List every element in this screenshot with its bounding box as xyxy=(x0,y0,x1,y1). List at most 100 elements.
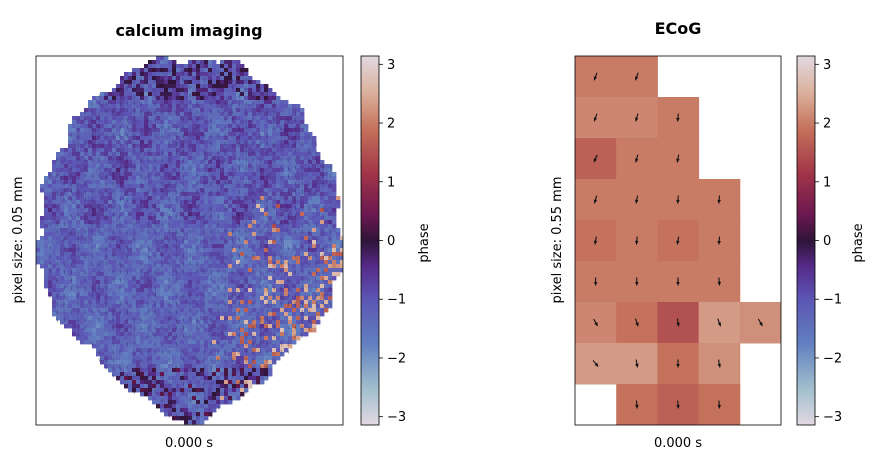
calcium-pixel xyxy=(248,92,253,97)
calcium-pixel xyxy=(96,344,101,349)
calcium-pixel xyxy=(100,304,105,309)
calcium-pixel xyxy=(300,176,305,181)
calcium-pixel xyxy=(308,184,313,189)
calcium-pixel xyxy=(204,260,209,265)
calcium-pixel xyxy=(164,296,169,301)
calcium-pixel xyxy=(236,180,241,185)
calcium-pixel xyxy=(276,236,281,241)
calcium-pixel xyxy=(128,172,133,177)
calcium-pixel xyxy=(272,180,277,185)
calcium-pixel xyxy=(64,304,69,309)
calcium-pixel xyxy=(152,100,157,105)
calcium-pixel xyxy=(332,220,337,225)
calcium-pixel xyxy=(148,80,153,85)
calcium-pixel xyxy=(68,268,73,273)
calcium-pixel xyxy=(112,332,117,337)
calcium-pixel xyxy=(92,160,97,165)
calcium-pixel xyxy=(88,208,93,213)
calcium-pixel xyxy=(308,240,313,245)
calcium-pixel xyxy=(292,152,297,157)
calcium-pixel xyxy=(128,80,133,85)
calcium-pixel xyxy=(172,204,177,209)
calcium-pixel xyxy=(224,168,229,173)
calcium-pixel xyxy=(124,208,129,213)
calcium-pixel xyxy=(124,100,129,105)
calcium-pixel xyxy=(156,280,161,285)
calcium-pixel xyxy=(316,300,321,305)
calcium-pixel xyxy=(112,108,117,113)
calcium-pixel xyxy=(220,156,225,161)
calcium-pixel xyxy=(184,320,189,325)
calcium-pixel xyxy=(232,168,237,173)
calcium-pixel xyxy=(196,244,201,249)
calcium-pixel xyxy=(136,364,141,369)
calcium-pixel xyxy=(44,276,49,281)
calcium-pixel xyxy=(268,356,273,361)
calcium-pixel xyxy=(172,304,177,309)
calcium-pixel xyxy=(188,248,193,253)
calcium-pixel xyxy=(148,148,153,153)
calcium-pixel xyxy=(128,300,133,305)
calcium-pixel xyxy=(136,380,141,385)
calcium-pixel xyxy=(284,228,289,233)
calcium-pixel xyxy=(124,248,129,253)
calcium-pixel xyxy=(128,324,133,329)
calcium-pixel xyxy=(188,272,193,277)
calcium-pixel xyxy=(312,204,317,209)
calcium-pixel xyxy=(64,244,69,249)
calcium-pixel xyxy=(60,296,65,301)
calcium-pixel xyxy=(252,220,257,225)
calcium-pixel xyxy=(60,316,65,321)
calcium-pixel xyxy=(176,288,181,293)
calcium-pixel xyxy=(324,228,329,233)
calcium-pixel xyxy=(248,332,253,337)
calcium-pixel xyxy=(236,304,241,309)
calcium-pixel xyxy=(156,348,161,353)
calcium-pixel xyxy=(168,384,173,389)
calcium-pixel xyxy=(104,324,109,329)
calcium-pixel xyxy=(304,236,309,241)
calcium-pixel xyxy=(260,332,265,337)
calcium-pixel xyxy=(192,88,197,93)
calcium-pixel xyxy=(204,320,209,325)
calcium-pixel xyxy=(148,340,153,345)
calcium-pixel xyxy=(64,248,69,253)
calcium-pixel xyxy=(200,256,205,261)
calcium-pixel xyxy=(256,128,261,133)
calcium-pixel xyxy=(296,304,301,309)
calcium-pixel xyxy=(288,104,293,109)
calcium-pixel xyxy=(228,252,233,257)
calcium-pixel xyxy=(88,152,93,157)
calcium-pixel xyxy=(156,340,161,345)
calcium-pixel xyxy=(216,232,221,237)
calcium-pixel xyxy=(220,372,225,377)
calcium-pixel xyxy=(260,240,265,245)
calcium-pixel xyxy=(84,152,89,157)
calcium-pixel xyxy=(196,336,201,341)
calcium-pixel xyxy=(228,336,233,341)
calcium-pixel xyxy=(136,348,141,353)
calcium-pixel xyxy=(188,76,193,81)
calcium-pixel xyxy=(204,196,209,201)
calcium-pixel xyxy=(228,308,233,313)
calcium-pixel xyxy=(120,188,125,193)
calcium-pixel xyxy=(204,80,209,85)
calcium-pixel xyxy=(144,180,149,185)
calcium-pixel xyxy=(160,168,165,173)
calcium-pixel xyxy=(204,368,209,373)
calcium-pixel xyxy=(292,192,297,197)
calcium-pixel xyxy=(92,104,97,109)
calcium-pixel xyxy=(224,180,229,185)
calcium-pixel xyxy=(116,120,121,125)
calcium-pixel xyxy=(156,100,161,105)
calcium-pixel xyxy=(212,232,217,237)
calcium-pixel xyxy=(216,204,221,209)
calcium-pixel xyxy=(92,308,97,313)
calcium-pixel xyxy=(208,136,213,141)
calcium-pixel xyxy=(292,252,297,257)
calcium-pixel xyxy=(152,172,157,177)
calcium-pixel xyxy=(208,312,213,317)
calcium-pixel xyxy=(264,140,269,145)
calcium-pixel xyxy=(112,352,117,357)
calcium-pixel xyxy=(288,192,293,197)
